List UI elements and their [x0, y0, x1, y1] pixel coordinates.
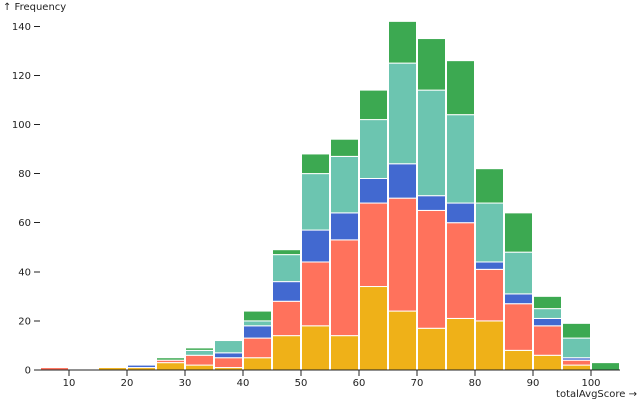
bar-orange-bin-30 [185, 354, 214, 366]
bar-orange-bin-65 [388, 197, 417, 312]
y-axis: ↑ Frequency 0 20 40 60 80 100 120 140 [3, 2, 66, 377]
bar-teal-bin-60 [359, 119, 388, 179]
bar-blue-bin-80 [475, 261, 504, 270]
x-tick-label: 20 [121, 378, 134, 389]
bar-yellow-bin-80 [475, 320, 504, 371]
x-tick-label: 30 [179, 378, 192, 389]
bar-yellow-bin-25 [156, 362, 185, 371]
bar-blue-bin-70 [417, 195, 446, 211]
y-tick-label: 40 [18, 267, 31, 278]
bar-orange-bin-80 [475, 268, 504, 322]
bar-teal-bin-65 [388, 62, 417, 165]
y-tick-label: 140 [12, 22, 31, 33]
x-axis-label: totalAvgScore → [556, 389, 637, 400]
bar-green-bin-45 [272, 249, 301, 256]
bar-green-bin-90 [533, 295, 562, 310]
bar-yellow-bin-55 [330, 335, 359, 371]
bar-teal-bin-85 [504, 251, 533, 295]
bar-blue-bin-40 [243, 325, 272, 339]
bar-green-bin-40 [243, 310, 272, 322]
bar-blue-bin-75 [446, 202, 475, 224]
bar-teal-bin-35 [214, 340, 243, 354]
bar-orange-bin-90 [533, 325, 562, 356]
x-ticks: 10 20 30 40 50 60 70 80 90 100 [63, 370, 601, 389]
bar-yellow-bin-70 [417, 327, 446, 371]
x-tick-label: 10 [63, 378, 76, 389]
x-axis: 10 20 30 40 50 60 70 80 90 100 totalAvgScore → [40, 369, 637, 400]
bar-yellow-bin-30 [185, 364, 214, 371]
bar-orange-bin-35 [214, 357, 243, 369]
bar-orange-bin-75 [446, 222, 475, 319]
bar-orange-bin-60 [359, 202, 388, 288]
bar-green-bin-100 [591, 362, 620, 371]
bar-blue-bin-50 [301, 229, 330, 263]
bar-green-bin-30 [185, 347, 214, 351]
bar-teal-bin-55 [330, 155, 359, 214]
bar-blue-bin-85 [504, 293, 533, 305]
bar-teal-bin-50 [301, 173, 330, 231]
y-tick-label: 80 [18, 169, 31, 180]
bar-teal-bin-90 [533, 308, 562, 319]
y-tick-label: 60 [18, 218, 31, 229]
bar-blue-bin-20 [127, 364, 156, 369]
bar-teal-bin-70 [417, 89, 446, 197]
bar-teal-bin-75 [446, 114, 475, 204]
bar-green-bin-50 [301, 153, 330, 175]
bar-blue-bin-45 [272, 281, 301, 302]
bar-green-bin-65 [388, 20, 417, 64]
bar-green-bin-25 [156, 357, 185, 361]
y-tick-label: 120 [12, 71, 31, 82]
x-tick-label: 70 [411, 378, 424, 389]
bar-orange-bin-85 [504, 303, 533, 351]
bar-yellow-bin-75 [446, 317, 475, 371]
bar-yellow-bin-50 [301, 325, 330, 371]
y-tick-label: 20 [18, 316, 31, 327]
bar-orange-bin-45 [272, 300, 301, 337]
bar-orange-bin-70 [417, 209, 446, 329]
bar-teal-bin-80 [475, 202, 504, 263]
bar-green-bin-75 [446, 60, 475, 116]
bar-yellow-bin-90 [533, 354, 562, 371]
bar-green-bin-60 [359, 89, 388, 121]
bar-orange-bin-50 [301, 261, 330, 327]
bar-teal-bin-95 [562, 337, 591, 359]
x-tick-label: 50 [295, 378, 308, 389]
bar-orange-bin-95 [562, 359, 591, 366]
bar-teal-bin-30 [185, 349, 214, 356]
bar-blue-bin-65 [388, 163, 417, 199]
bar-green-bin-80 [475, 168, 504, 204]
bar-yellow-bin-45 [272, 335, 301, 371]
bar-yellow-bin-65 [388, 310, 417, 371]
bar-blue-bin-55 [330, 212, 359, 241]
y-ticks: 0 20 40 60 80 100 120 140 [12, 22, 40, 377]
bar-blue-bin-60 [359, 177, 388, 204]
x-tick-label: 60 [353, 378, 366, 389]
y-axis-label: ↑ Frequency [3, 2, 66, 13]
x-tick-label: 80 [469, 378, 482, 389]
bar-yellow-bin-85 [504, 349, 533, 371]
bar-green-bin-55 [330, 138, 359, 157]
bar-green-bin-95 [562, 322, 591, 339]
bar-teal-bin-40 [243, 320, 272, 327]
x-tick-label: 90 [527, 378, 540, 389]
bar-orange-bin-55 [330, 239, 359, 337]
x-tick-label: 40 [237, 378, 250, 389]
y-tick-label: 100 [12, 120, 31, 131]
bar-green-bin-70 [417, 38, 446, 91]
bar-green-bin-85 [504, 212, 533, 253]
bar-blue-bin-35 [214, 352, 243, 359]
bar-yellow-bin-95 [562, 364, 591, 371]
bar-orange-bin-40 [243, 337, 272, 359]
y-tick-label: 0 [25, 366, 31, 377]
bars [40, 20, 620, 371]
bar-teal-bin-45 [272, 254, 301, 283]
x-tick-label: 100 [581, 378, 600, 389]
bar-yellow-bin-60 [359, 286, 388, 371]
bar-yellow-bin-40 [243, 357, 272, 371]
bar-blue-bin-90 [533, 317, 562, 327]
